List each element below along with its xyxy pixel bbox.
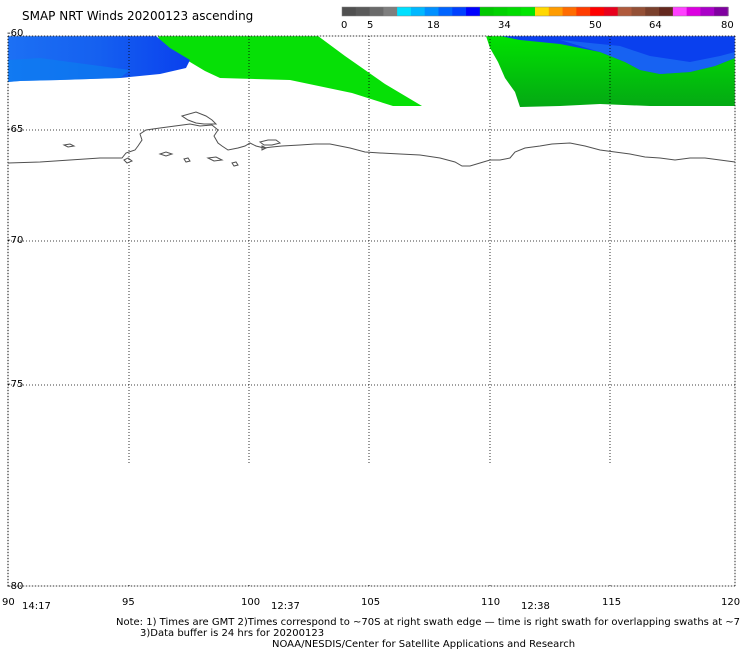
note-line-2: 3)Data buffer is 24 hrs for 20200123: [140, 628, 325, 639]
lat-label-75: -75: [7, 379, 24, 390]
colorbar-segment: [548, 7, 564, 16]
colorbar-segment: [521, 7, 536, 16]
colorbar-segment: [603, 7, 619, 16]
lat-label-60: -60: [7, 28, 24, 39]
lon-label-90: 90: [2, 597, 15, 608]
colorbar-segment: [686, 7, 702, 16]
island-7: [183, 157, 191, 163]
colorbar-segment: [466, 7, 481, 16]
island-5: [258, 139, 282, 146]
colorbar-tick-label: 80: [721, 20, 734, 31]
lat-label-70: -70: [7, 235, 24, 246]
swath-time-1: 14:17: [22, 601, 51, 612]
colorbar-segment: [369, 7, 384, 16]
graticule-grid: [7, 35, 736, 587]
swath-time-3: 12:38: [521, 601, 550, 612]
colorbar-segment: [631, 7, 646, 16]
swath-time-2: 12:37: [271, 601, 300, 612]
lon-label-100: 100: [241, 597, 261, 608]
colorbar-segment: [535, 7, 550, 16]
colorbar-segment: [397, 7, 412, 16]
colorbar-tick-label: 64: [649, 20, 662, 31]
coastline: [7, 111, 736, 167]
wind-swath-left: [8, 36, 422, 106]
colorbar-segment: [645, 7, 660, 16]
swath-cyan-right: [560, 40, 735, 74]
lon-label-115: 115: [602, 597, 622, 608]
island-8: [231, 161, 239, 167]
colorbar-segment: [383, 7, 398, 16]
colorbar-segment: [438, 7, 453, 16]
colorbar-segment: [410, 7, 426, 16]
note-line-3: NOAA/NESDIS/Center for Satellite Applica…: [272, 639, 576, 650]
colorbar-segment: [355, 7, 371, 16]
island-4: [206, 156, 224, 162]
colorbar-segment: [617, 7, 633, 16]
island-2: [62, 143, 76, 148]
island-3: [158, 151, 174, 157]
colorbar-segment: [452, 7, 467, 16]
wind-speed-colorbar: [341, 6, 729, 17]
note-line-1: Note: 1) Times are GMT 2)Times correspon…: [116, 617, 740, 628]
wind-swath-right: [486, 36, 735, 107]
colorbar-segment: [562, 7, 577, 16]
island-9: [123, 157, 134, 164]
colorbar-segment: [659, 7, 674, 16]
colorbar-tick-label: 18: [427, 20, 440, 31]
lon-label-120: 120: [721, 597, 740, 608]
colorbar-tick-label: 5: [367, 20, 374, 31]
colorbar-segment: [672, 7, 688, 16]
colorbar-segment: [493, 7, 509, 16]
lon-label-110: 110: [481, 597, 501, 608]
colorbar-tick-label: 0: [341, 20, 348, 31]
coastline-main: [7, 123, 736, 167]
island-1: [180, 111, 218, 125]
colorbar-segment: [342, 7, 357, 16]
island-6: [261, 145, 268, 151]
colorbar-segment: [479, 7, 495, 16]
colorbar-segment: [590, 7, 605, 16]
lat-label-65: -65: [7, 124, 24, 135]
lat-label-80: -80: [7, 581, 24, 592]
map-title: SMAP NRT Winds 20200123 ascending: [22, 9, 254, 23]
lon-label-95: 95: [122, 597, 135, 608]
colorbar-segment: [714, 7, 729, 16]
colorbar-segment: [507, 7, 522, 16]
colorbar-segment: [424, 7, 440, 16]
missing-data-band: [9, 464, 734, 584]
colorbar-frame: [341, 6, 729, 17]
lon-label-105: 105: [361, 597, 381, 608]
swath-cyan-left: [8, 58, 130, 82]
colorbar-segment: [700, 7, 715, 16]
colorbar-tick-label: 50: [589, 20, 602, 31]
colorbar-tick-label: 34: [498, 20, 511, 31]
swath-green-left: [158, 36, 422, 106]
colorbar-segment: [576, 7, 591, 16]
